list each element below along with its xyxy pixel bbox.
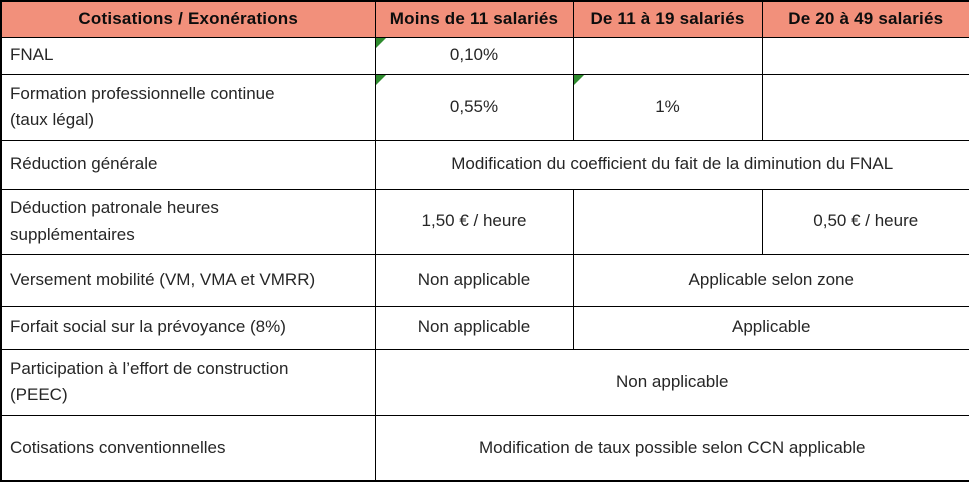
value-text: 0,10%: [449, 45, 499, 65]
row-label: Forfait social sur la prévoyance (8%): [0, 305, 376, 350]
table-header-row: Cotisations / Exonérations Moins de 11 s…: [0, 0, 969, 38]
value-cell: Applicable selon zone: [572, 253, 969, 307]
comment-flag-icon: [376, 75, 386, 85]
comment-flag-icon: [574, 75, 584, 85]
value-cell: Modification du coefficient du fait de l…: [374, 139, 969, 190]
value-cell: 0,55%: [374, 73, 574, 141]
value-cell: [572, 36, 763, 75]
row-label: Cotisations conventionnelles: [0, 414, 376, 482]
value-cell: [761, 36, 969, 75]
value-cell: 0,50 € / heure: [761, 188, 969, 255]
value-cell: [572, 188, 763, 255]
value-cell: Modification de taux possible selon CCN …: [374, 414, 969, 482]
row-label: Formation professionnelle continue (taux…: [0, 73, 376, 141]
value-cell: Non applicable: [374, 253, 574, 307]
value-cell: 1%: [572, 73, 763, 141]
value-text: Non applicable: [616, 371, 729, 391]
value-cell: 1,50 € / heure: [374, 188, 574, 255]
table-row-participation-peec: Participation à l’effort de construction…: [0, 348, 969, 416]
table-row-deduction-patronale: Déduction patronale heures supplémentair…: [0, 188, 969, 255]
value-cell: Non applicable: [374, 348, 969, 416]
value-text: Non applicable: [417, 317, 531, 337]
value-text: Modification de taux possible selon CCN …: [479, 437, 866, 457]
value-text: Modification du coefficient du fait de l…: [451, 154, 894, 174]
row-label: Participation à l’effort de construction…: [0, 348, 376, 416]
value-text: 1%: [655, 96, 680, 116]
header-de-20-a-49-salaries: De 20 à 49 salariés: [761, 0, 969, 38]
value-cell: [761, 73, 969, 141]
table-row-formation-professionnelle: Formation professionnelle continue (taux…: [0, 73, 969, 141]
value-text: 1,50 € / heure: [421, 211, 527, 231]
value-cell: 0,10%: [374, 36, 574, 75]
table-row-forfait-social: Forfait social sur la prévoyance (8%) No…: [0, 305, 969, 350]
header-moins-de-11-salaries: Moins de 11 salariés: [374, 0, 574, 38]
comment-flag-icon: [376, 38, 386, 48]
value-text: Non applicable: [417, 269, 531, 289]
value-text: Applicable: [732, 317, 811, 337]
header-cotisations-exonerations: Cotisations / Exonérations: [0, 0, 376, 38]
table-row-versement-mobilite: Versement mobilité (VM, VMA et VMRR) Non…: [0, 253, 969, 307]
value-text: 0,55%: [449, 96, 499, 116]
table-row-cotisations-conventionnelles: Cotisations conventionnelles Modificatio…: [0, 414, 969, 482]
header-de-11-a-19-salaries: De 11 à 19 salariés: [572, 0, 763, 38]
row-label: Réduction générale: [0, 139, 376, 190]
table-row-reduction-generale: Réduction générale Modification du coeff…: [0, 139, 969, 190]
row-label: FNAL: [0, 36, 376, 75]
value-text: Applicable selon zone: [688, 269, 854, 289]
table-row-fnal: FNAL 0,10%: [0, 36, 969, 75]
row-label: Déduction patronale heures supplémentair…: [0, 188, 376, 255]
value-cell: Non applicable: [374, 305, 574, 350]
value-cell: Applicable: [572, 305, 969, 350]
value-text: 0,50 € / heure: [813, 211, 919, 231]
row-label: Versement mobilité (VM, VMA et VMRR): [0, 253, 376, 307]
